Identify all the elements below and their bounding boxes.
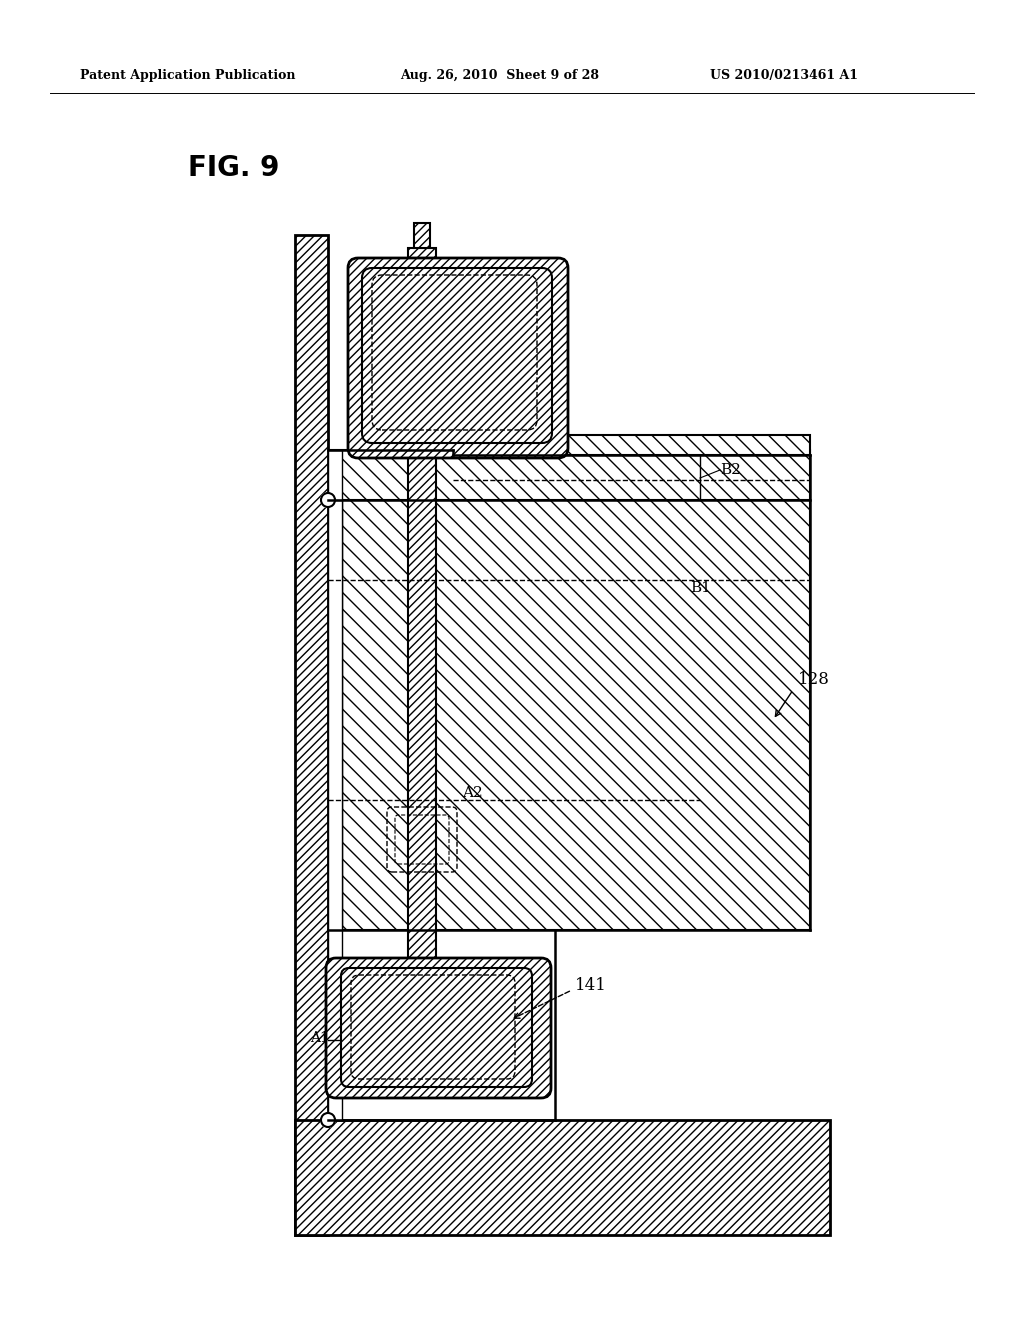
Text: FIG. 9: FIG. 9 xyxy=(188,154,280,182)
FancyBboxPatch shape xyxy=(362,268,552,444)
Bar xyxy=(408,248,436,965)
Bar xyxy=(295,1119,830,1236)
Text: 128: 128 xyxy=(798,672,829,689)
Bar xyxy=(414,223,430,248)
FancyBboxPatch shape xyxy=(341,968,532,1086)
Text: A1: A1 xyxy=(310,1031,329,1045)
Bar xyxy=(328,500,342,1119)
Bar xyxy=(328,450,810,500)
Bar xyxy=(453,436,810,455)
Bar xyxy=(328,500,810,931)
Text: Aug. 26, 2010  Sheet 9 of 28: Aug. 26, 2010 Sheet 9 of 28 xyxy=(400,69,599,82)
Text: Patent Application Publication: Patent Application Publication xyxy=(80,69,296,82)
FancyBboxPatch shape xyxy=(326,958,551,1098)
Bar xyxy=(295,235,328,1236)
Text: B2: B2 xyxy=(720,463,741,477)
Text: B1: B1 xyxy=(690,581,711,595)
Text: A2: A2 xyxy=(462,785,482,800)
Circle shape xyxy=(321,1113,335,1127)
Bar xyxy=(328,450,342,931)
FancyBboxPatch shape xyxy=(348,257,568,458)
Text: 141: 141 xyxy=(575,977,607,994)
Circle shape xyxy=(321,492,335,507)
Text: US 2010/0213461 A1: US 2010/0213461 A1 xyxy=(710,69,858,82)
